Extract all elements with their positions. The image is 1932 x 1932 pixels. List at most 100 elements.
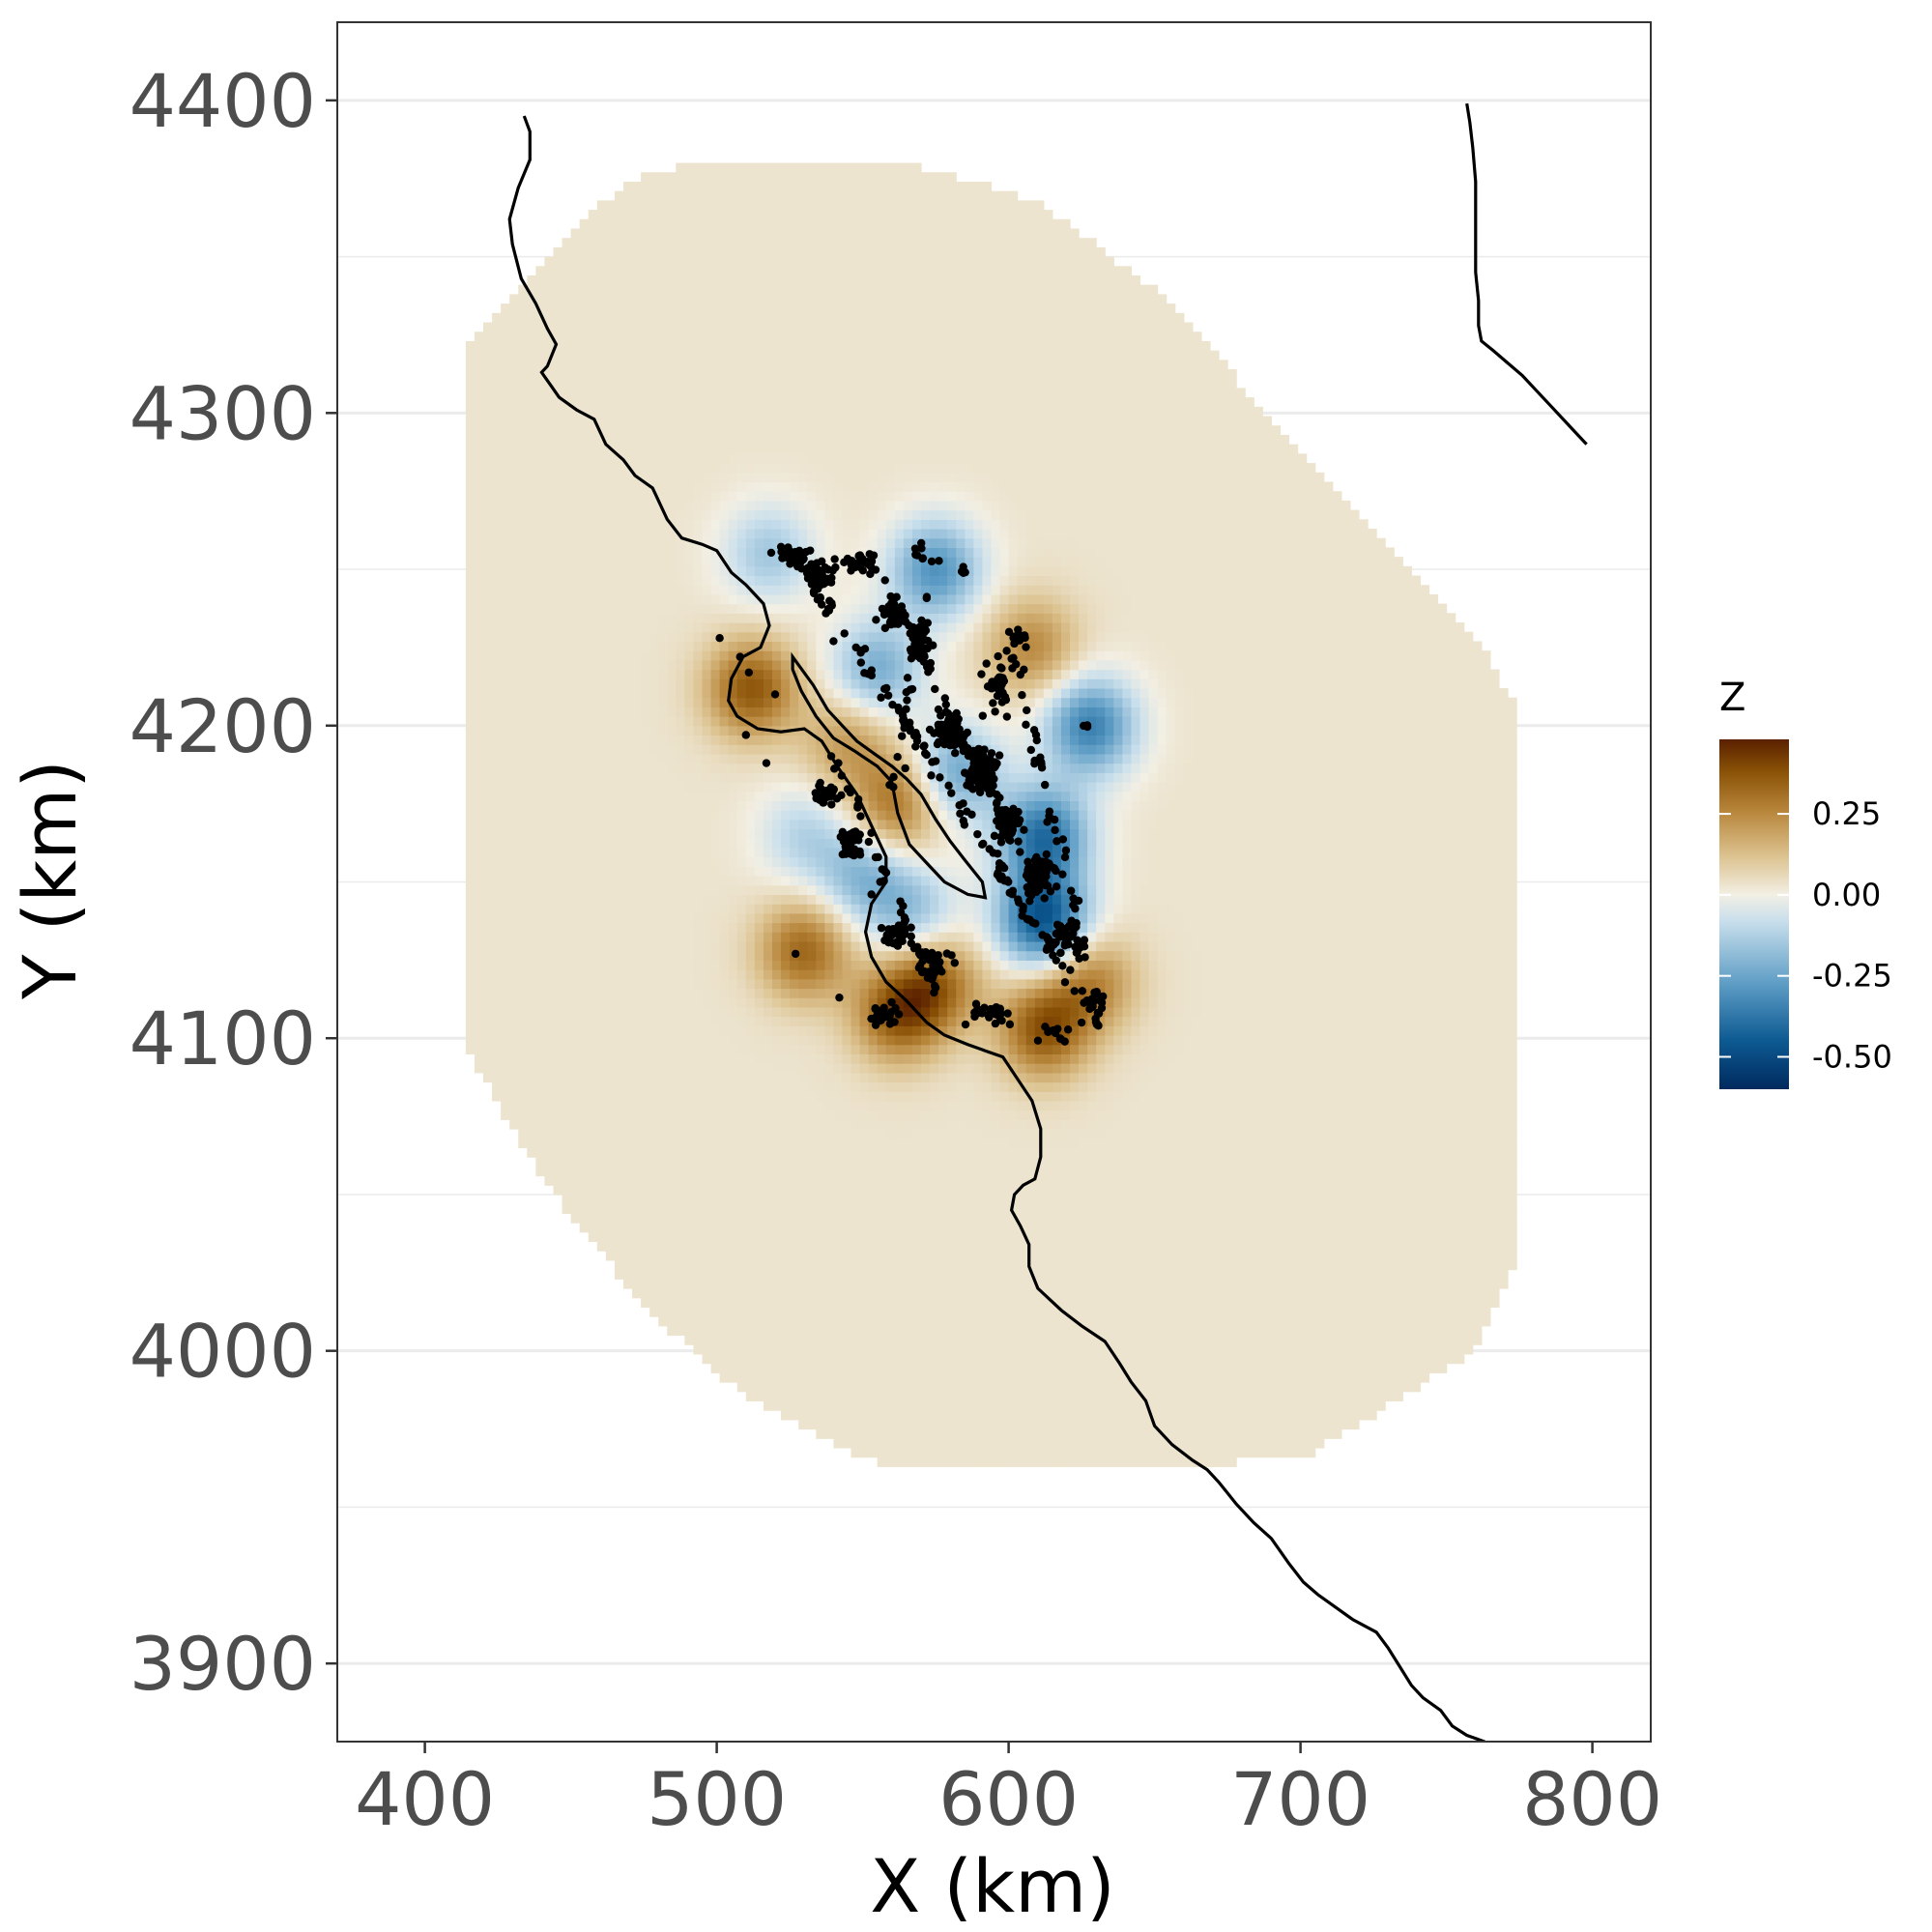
heatmap-cell: [676, 200, 685, 211]
heatmap-cell: [702, 565, 712, 577]
heatmap-cell: [622, 246, 633, 258]
heatmap-cell: [588, 453, 598, 464]
heatmap-cell: [728, 725, 738, 736]
heatmap-cell: [622, 753, 633, 764]
heatmap-cell: [483, 416, 493, 426]
heatmap-cell: [649, 1119, 659, 1130]
heatmap-cell: [702, 856, 712, 867]
heatmap-cell: [667, 388, 677, 398]
heatmap-cell: [632, 369, 642, 380]
heatmap-cell: [553, 603, 563, 614]
heatmap-cell: [588, 932, 598, 942]
heatmap-cell: [754, 537, 764, 549]
heatmap-cell: [605, 1175, 616, 1186]
heatmap-cell: [676, 884, 685, 896]
heatmap-cell: [570, 678, 581, 689]
heatmap-cell: [816, 1081, 825, 1092]
heatmap-cell: [605, 256, 616, 267]
heatmap-cell: [553, 453, 563, 464]
heatmap-cell: [807, 528, 817, 539]
heatmap-cell: [518, 369, 528, 380]
heatmap-cell: [492, 978, 502, 990]
heatmap-cell: [702, 997, 712, 1008]
heatmap-cell: [614, 1006, 624, 1018]
heatmap-cell: [501, 988, 510, 998]
heatmap-cell: [824, 1419, 834, 1430]
heatmap-cell: [579, 228, 590, 239]
heatmap-cell: [728, 603, 738, 614]
heatmap-cell: [719, 706, 730, 717]
heatmap-cell: [658, 1279, 668, 1289]
heatmap-cell: [553, 1006, 563, 1018]
heatmap-cell: [658, 350, 668, 360]
heatmap-cell: [658, 800, 668, 811]
heatmap-cell: [614, 847, 624, 858]
heatmap-cell: [667, 763, 677, 773]
heatmap-cell: [676, 1223, 685, 1233]
heatmap-cell: [693, 1016, 704, 1026]
heatmap-cell: [641, 256, 650, 267]
heatmap-cell: [693, 763, 704, 773]
heatmap-cell: [535, 340, 546, 352]
heatmap-cell: [553, 322, 563, 332]
heatmap-cell: [719, 425, 730, 436]
heatmap-cell: [745, 866, 756, 877]
heatmap-cell: [474, 434, 484, 446]
heatmap-cell: [535, 453, 546, 464]
heatmap-cell: [807, 397, 817, 408]
heatmap-cell: [553, 744, 563, 755]
heatmap-cell: [614, 622, 624, 633]
heatmap-cell: [833, 350, 844, 360]
heatmap-cell: [790, 1287, 799, 1299]
heatmap-cell: [702, 1110, 712, 1120]
heatmap-cell: [588, 575, 598, 586]
heatmap-cell: [527, 1081, 536, 1092]
heatmap-cell: [641, 397, 650, 408]
heatmap-cell: [790, 1063, 799, 1074]
heatmap-cell: [667, 753, 677, 764]
heatmap-cell: [474, 369, 484, 380]
heatmap-cell: [492, 904, 502, 914]
heatmap-cell: [781, 978, 791, 990]
heatmap-cell: [596, 228, 607, 239]
heatmap-cell: [649, 200, 659, 211]
heatmap-cell: [570, 960, 581, 970]
heatmap-cell: [641, 585, 650, 595]
heatmap-cell: [492, 781, 502, 793]
heatmap-cell: [596, 744, 607, 755]
heatmap-cell: [833, 397, 844, 408]
heatmap-cell: [588, 1213, 598, 1224]
heatmap-cell: [684, 753, 695, 764]
heatmap-cell: [605, 1223, 616, 1233]
heatmap-cell: [702, 884, 712, 896]
heatmap-cell: [754, 969, 764, 980]
heatmap-cell: [518, 988, 528, 998]
heatmap-cell: [754, 1025, 764, 1036]
heatmap-cell: [588, 369, 598, 380]
heatmap-cell: [596, 659, 607, 671]
heatmap-cell: [553, 960, 563, 970]
heatmap-cell: [667, 1203, 677, 1214]
heatmap-cell: [544, 791, 555, 802]
heatmap-cell: [710, 706, 721, 717]
heatmap-cell: [719, 1335, 730, 1345]
heatmap-cell: [622, 1157, 633, 1168]
heatmap-cell: [807, 1223, 817, 1233]
heatmap-cell: [728, 200, 738, 211]
heatmap-cell: [596, 1025, 607, 1036]
heatmap-cell: [553, 1147, 563, 1158]
heatmap-cell: [816, 856, 825, 867]
heatmap-cell: [632, 753, 642, 764]
heatmap-cell: [509, 631, 519, 643]
heatmap-cell: [553, 791, 563, 802]
heatmap-cell: [553, 557, 563, 567]
heatmap-cell: [781, 453, 791, 464]
heatmap-cell: [667, 1185, 677, 1196]
heatmap-cell: [816, 838, 825, 849]
heatmap-cell: [501, 1006, 510, 1018]
heatmap-cell: [570, 772, 581, 783]
heatmap-cell: [676, 603, 685, 614]
heatmap-cell: [719, 828, 730, 839]
heatmap-cell: [527, 519, 536, 530]
heatmap-cell: [518, 659, 528, 671]
